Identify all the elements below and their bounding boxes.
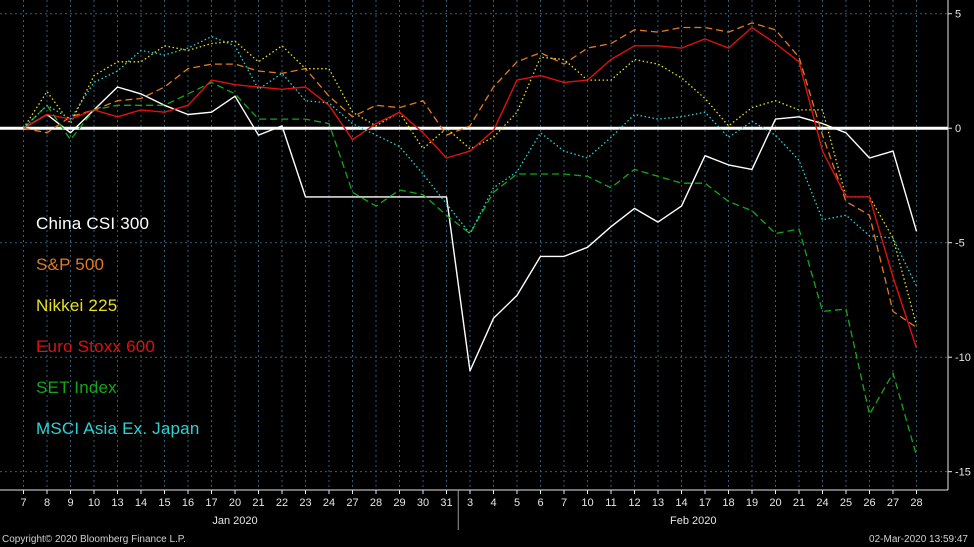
legend: China CSI 300 S&P 500 Nikkei 225 Euro St… bbox=[36, 210, 199, 456]
y-tick-label: 0 bbox=[955, 123, 961, 135]
month-label: Feb 2020 bbox=[670, 515, 716, 527]
series-line-msci-asia-ex-japan bbox=[23, 35, 918, 287]
x-tick-label: 20 bbox=[769, 497, 781, 509]
series-line-euro-stoxx-600 bbox=[23, 26, 918, 349]
x-tick-label: 3 bbox=[467, 497, 473, 509]
series-line-nikkei-225 bbox=[22, 40, 918, 326]
x-tick-label: 26 bbox=[863, 497, 875, 509]
copyright-notice: Copyright© 2020 Bloomberg Finance L.P. bbox=[2, 534, 186, 545]
x-tick-label: 27 bbox=[346, 497, 358, 509]
x-tick-label: 19 bbox=[746, 497, 758, 509]
x-tick-label: 28 bbox=[910, 497, 922, 509]
x-tick-label: 27 bbox=[887, 497, 899, 509]
x-tick-label: 18 bbox=[722, 497, 734, 509]
x-tick-label: 8 bbox=[44, 497, 50, 509]
x-tick-label: 31 bbox=[440, 497, 452, 509]
x-tick-label: 29 bbox=[393, 497, 405, 509]
x-tick-label: 17 bbox=[699, 497, 711, 509]
x-tick-label: 10 bbox=[88, 497, 100, 509]
x-tick-label: 28 bbox=[370, 497, 382, 509]
x-tick-label: 6 bbox=[537, 497, 543, 509]
month-label: Jan 2020 bbox=[212, 515, 257, 527]
x-tick-label: 23 bbox=[299, 497, 311, 509]
legend-item-set-index: SET Index bbox=[36, 378, 117, 397]
x-tick-label: 4 bbox=[490, 497, 496, 509]
legend-item-euro-stoxx-600: Euro Stoxx 600 bbox=[36, 337, 156, 356]
legend-item-china-csi-300: China CSI 300 bbox=[36, 214, 150, 233]
x-tick-label: 22 bbox=[276, 497, 288, 509]
x-tick-label: 25 bbox=[840, 497, 852, 509]
x-tick-label: 10 bbox=[581, 497, 593, 509]
x-tick-label: 24 bbox=[816, 497, 828, 509]
x-tick-label: 24 bbox=[323, 497, 335, 509]
legend-item-sp-500: S&P 500 bbox=[36, 255, 105, 274]
x-tick-label: 21 bbox=[793, 497, 805, 509]
x-tick-label: 16 bbox=[182, 497, 194, 509]
x-tick-label: 9 bbox=[67, 497, 73, 509]
x-tick-label: 11 bbox=[605, 497, 616, 509]
series-line-china-csi-300 bbox=[23, 86, 918, 372]
y-tick-label: -5 bbox=[955, 238, 965, 250]
x-tick-label: 7 bbox=[561, 497, 567, 509]
timestamp: 02-Mar-2020 13:59:47 bbox=[869, 534, 968, 545]
y-tick-label: -15 bbox=[955, 467, 971, 479]
x-tick-label: 20 bbox=[229, 497, 241, 509]
x-tick-label: 21 bbox=[252, 497, 264, 509]
y-tick-label: -10 bbox=[955, 352, 971, 364]
axes: 5 0 -5 -10 -15 7 8 9 10 13 14 15 16 17 20 21 22 23 24 27 28 2… bbox=[0, 0, 971, 530]
grid bbox=[0, 0, 948, 490]
legend-item-nikkei-225: Nikkei 225 bbox=[36, 296, 118, 315]
x-tick-label: 5 bbox=[514, 497, 520, 509]
series-line-set-index bbox=[23, 81, 918, 456]
legend-item-msci-asia-ex-japan: MSCI Asia Ex. Japan bbox=[36, 419, 200, 438]
series-lines bbox=[22, 22, 918, 456]
y-tick-label: 5 bbox=[955, 9, 961, 21]
x-tick-label: 14 bbox=[135, 497, 147, 509]
series-line-s-p-500 bbox=[23, 22, 917, 328]
x-tick-label: 17 bbox=[205, 497, 217, 509]
x-tick-label: 14 bbox=[675, 497, 687, 509]
x-tick-label: 13 bbox=[652, 497, 664, 509]
x-tick-label: 12 bbox=[628, 497, 640, 509]
x-tick-label: 7 bbox=[20, 497, 26, 509]
x-tick-label: 13 bbox=[111, 497, 123, 509]
x-tick-label: 15 bbox=[158, 497, 170, 509]
x-tick-label: 30 bbox=[417, 497, 429, 509]
